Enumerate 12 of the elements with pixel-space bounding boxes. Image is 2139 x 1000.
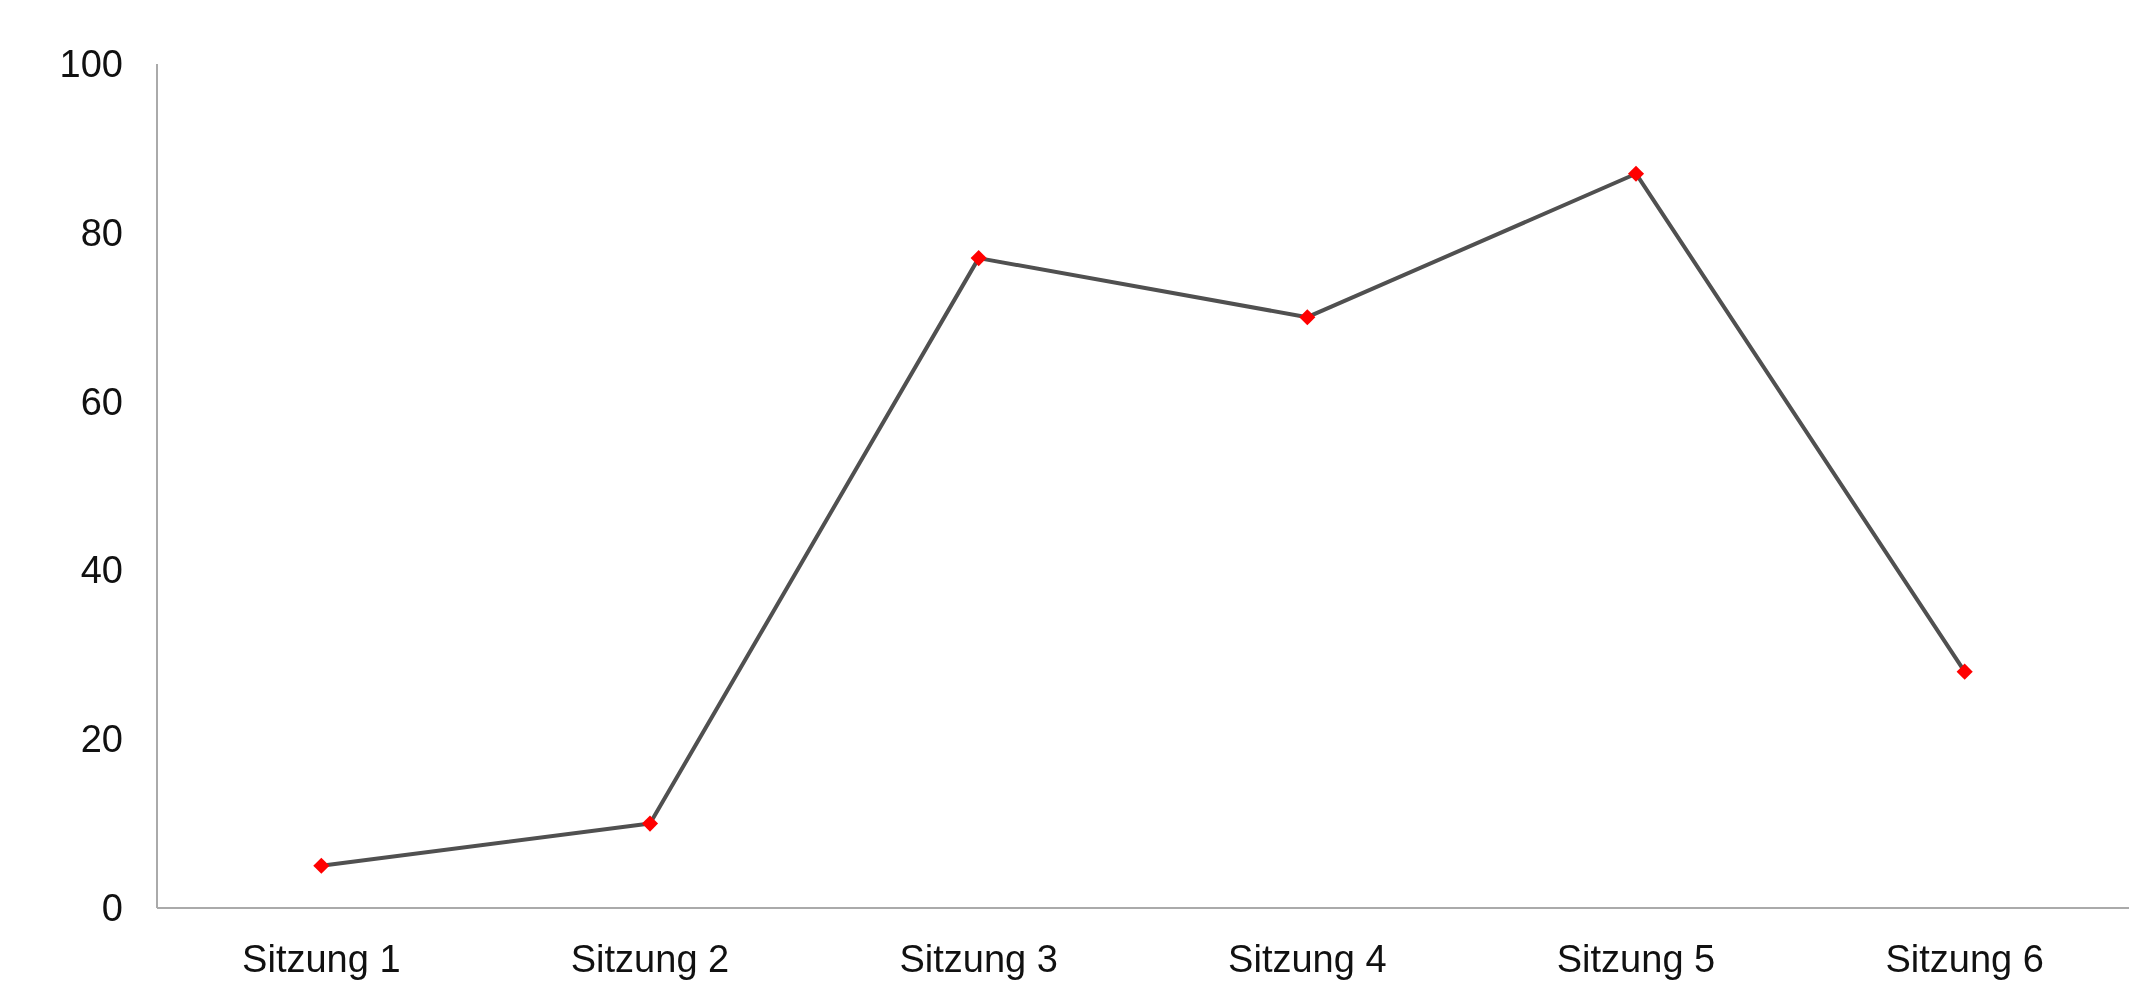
y-tick-label: 80 (80, 211, 123, 254)
x-tick-label: Sitzung 2 (570, 938, 730, 980)
x-tick-label: Sitzung 4 (1228, 938, 1387, 980)
y-tick-label: 60 (80, 380, 123, 423)
x-tick-label: Sitzung 5 (1556, 938, 1716, 980)
x-tick-label: Sitzung 3 (899, 938, 1058, 980)
y-tick-label: 0 (101, 887, 123, 929)
y-tick-label: 20 (80, 718, 123, 761)
x-tick-label: Sitzung 6 (1885, 938, 2044, 980)
y-tick-label: 100 (59, 43, 123, 85)
y-tick-label: 40 (80, 549, 123, 592)
x-tick-label: Sitzung 1 (242, 938, 401, 980)
